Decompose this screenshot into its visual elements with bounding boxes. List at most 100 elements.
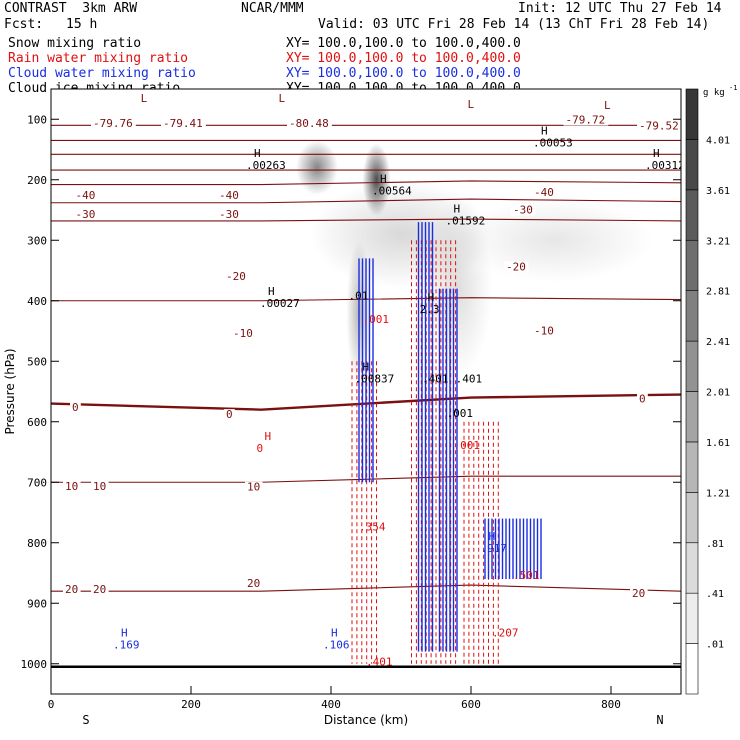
temp-label: -80.48 [289,117,329,130]
x-tick-label: 0 [48,698,55,711]
high-value-label: .00053 [533,136,573,149]
temp-label-bg [63,583,81,595]
temp-label-bg [91,481,109,493]
high-mark: H [268,285,275,298]
colorbar-box [685,239,699,291]
temp-label-bg [637,393,648,405]
high-value-label: .00837 [355,372,395,385]
x-tick-label: 600 [461,698,481,711]
high-mark: H [653,147,660,160]
temp-label: 0 [639,392,646,405]
temp-label: 20 [93,583,106,596]
high-mark: H [454,203,461,216]
colorbar-level-label: 2.81 [706,287,730,298]
temp-label-bg [287,118,332,130]
temp-label-bg [63,481,81,493]
colorbar-level-label: 1.61 [706,438,730,449]
temp-label-bg [217,190,242,202]
temp-label-bg [224,271,249,283]
x-tick-label: 200 [181,698,201,711]
temp-label-bg [91,583,109,595]
high-mark: H [254,147,261,160]
y-tick-label: 900 [27,597,47,610]
temp-label: 0 [72,401,79,414]
temp-label: -79.41 [163,117,203,130]
colorbar-box [685,88,699,140]
legend-cloud-xy: XY= 100.0,100.0 to 100.0,400.0 [286,66,521,81]
y-tick-label: 200 [27,174,47,187]
temp-label: -30 [76,208,96,221]
temp-label-bg [532,187,557,199]
high-value-label: .169 [113,639,140,652]
high-mark: H [541,124,548,137]
colorbar-box [685,592,699,644]
header-org: NCAR/MMM [241,1,304,16]
mixing-ratio-label: .354 [359,521,386,534]
temp-label-bg [70,401,81,413]
colorbar-level-label: 4.01 [706,135,730,146]
temp-label-bg [161,118,206,130]
high-value-label: 0 [257,442,264,455]
colorbar-level-label: .01 [706,640,724,651]
colorbar-level-label: .41 [706,589,724,600]
mixing-ratio-label: .001 [447,407,474,420]
legend-rain-label: Rain water mixing ratio [8,51,189,66]
y-tick-label: 400 [27,295,47,308]
isotherm-line [51,218,681,222]
x-tick-label: 800 [601,698,621,711]
direction-north: N [656,713,663,727]
colorbar-box [685,643,699,695]
x-axis-title: Distance (km) [324,713,408,727]
colorbar-level-label: .81 [706,539,724,550]
low-mark: L [604,99,611,112]
y-tick-label: 300 [27,234,47,247]
y-tick-label: 1000 [21,658,48,671]
colorbar-box [685,492,699,544]
low-mark: L [468,98,475,111]
colorbar-box [685,139,699,191]
temp-label: -20 [226,270,246,283]
colorbar-level-label: 3.21 [706,236,730,247]
temp-label: -40 [534,186,554,199]
temp-label: 20 [65,583,78,596]
header-model: CONTRAST 3km ARW [4,1,138,16]
x-tick-label: 400 [321,698,341,711]
temp-label-bg [224,409,235,421]
temp-label: 20 [247,577,260,590]
mixing-ratio-label: .001 [454,439,481,452]
colorbar-box [685,340,699,392]
y-tick-label: 800 [27,537,47,550]
legend-snow-label: Snow mixing ratio [8,36,142,51]
temp-label: 10 [247,481,260,494]
ice-shade-blob [296,140,338,195]
mixing-ratio-label: .401 [366,656,393,669]
temp-label-bg [91,118,136,130]
temp-label: -40 [219,189,239,202]
high-mark: H [121,627,128,640]
isotherm-line [51,198,681,204]
temp-label-bg [630,588,648,600]
mixing-ratio-label: .207 [492,627,519,640]
temp-label-bg [563,114,609,126]
y-axis-title: Pressure (hPa) [3,348,17,434]
mixing-ratio-label: .501 [513,569,540,582]
header-init: Init: 12 UTC Thu 27 Feb 14 [518,1,722,16]
y-tick-label: 700 [27,476,47,489]
high-value-label: 2.3 [420,303,440,316]
temp-label: -40 [76,189,96,202]
isotherm-line [51,180,681,186]
header-fcst-value: 15 h [66,17,98,32]
direction-south: S [82,713,89,727]
y-tick-label: 600 [27,416,47,429]
colorbar-level-label: 2.01 [706,388,730,399]
plot-content: -79.76 -79.41 -80.48 -79.72 -79.52-40 -40 -40-… [51,92,681,669]
header-fcst-label: Fcst: [4,17,44,32]
high-value-label: .00027 [260,297,300,310]
mixing-ratio-label: .01 [349,290,369,303]
temp-label-bg [637,120,681,132]
temp-label: -20 [506,261,526,274]
colorbar-level-label: 3.61 [706,186,730,197]
high-value-label: .106 [323,639,350,652]
header-valid: Valid: 03 UTC Fri 28 Feb 14 (13 ChT Fri … [318,17,710,32]
legend-rain-xy: XY= 100.0,100.0 to 100.0,400.0 [286,51,521,66]
